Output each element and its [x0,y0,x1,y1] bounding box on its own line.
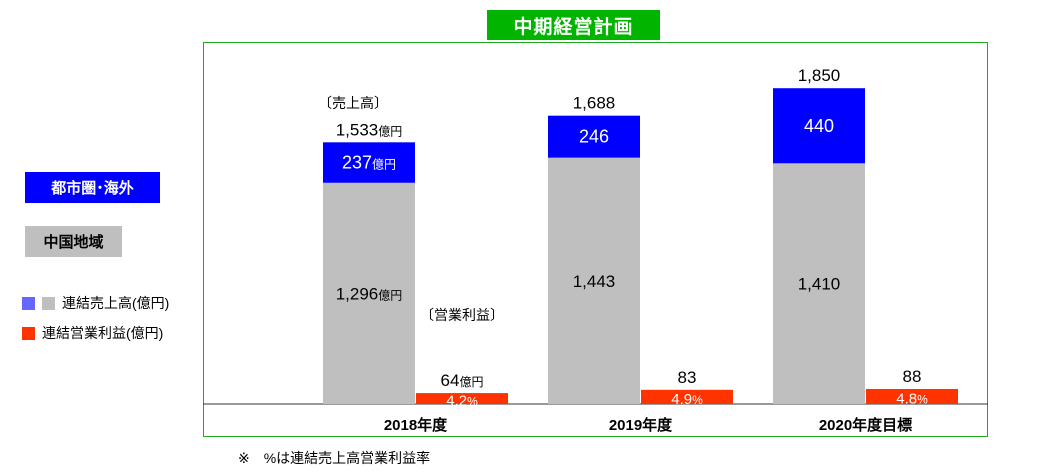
legend-swatch-profit-icon [22,326,35,340]
bar-operating-profit-1 [641,389,733,404]
legend-swatch-urban-icon [22,296,35,310]
legend-swatch-china-icon [42,296,55,310]
chart-title: 中期経営計画 [487,10,660,40]
label-china-region-0: 1,296億円 [336,284,403,303]
label-profit-ratio-1: 4.9% [671,391,703,408]
annotation-profit: 〔営業利益〕 [420,307,504,323]
bar-urban-overseas-2 [773,88,865,164]
bar-china-region-1 [548,157,640,404]
legend-label-sales: 連結売上高(億円) [62,295,170,311]
label-urban-overseas-0: 237億円 [342,153,396,173]
label-urban-overseas-2: 440 [804,116,834,136]
label-total-sales-0: 1,533億円 [336,120,403,139]
bar-urban-overseas-1 [548,115,640,158]
label-china-region-1: 1,443 [573,272,616,291]
label-profit-ratio-2: 4.8% [896,390,928,407]
footnote: ※ %は連結売上高営業利益率 [238,450,431,466]
label-operating-profit-2: 88 [903,367,922,386]
x-tick-label-0: 2018年度 [384,416,448,434]
legend-item-profit: 連結営業利益(億円) [22,323,163,343]
legend-item-sales: 連結売上高(億円) [22,293,169,313]
bar-urban-overseas-0 [323,142,415,183]
label-profit-ratio-0: 4.2% [446,393,478,410]
label-china-region-2: 1,410 [798,275,841,294]
bar-operating-profit-0 [416,393,508,404]
bar-operating-profit-2 [866,388,958,404]
x-tick-label-1: 2019年度 [609,416,673,434]
label-operating-profit-1: 83 [678,368,697,387]
x-tick-label-2: 2020年度目標 [819,416,912,434]
label-total-sales-2: 1,850 [798,66,841,85]
legend-tag-china-region: 中国地域 [25,226,122,257]
label-urban-overseas-1: 246 [579,127,609,147]
annotation-sales: 〔売上高〕 [318,95,388,111]
bar-china-region-0 [323,182,415,404]
legend-tag-urban-overseas: 都市圏･海外 [25,172,160,203]
label-total-sales-1: 1,688 [573,94,616,113]
legend-label-profit: 連結営業利益(億円) [42,325,164,341]
chart-frame [203,42,988,437]
label-operating-profit-0: 64億円 [441,371,484,390]
bar-china-region-2 [773,163,865,404]
